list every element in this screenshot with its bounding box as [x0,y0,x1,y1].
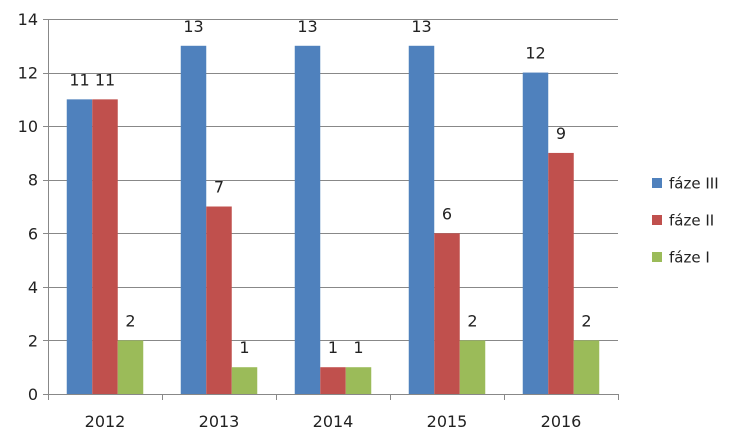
data-label-faze-iii-2016: 12 [525,44,545,63]
bar-faze-iii-2013 [180,45,207,395]
legend-swatch-faze-i [652,252,662,262]
bar-faze-ii-2013 [206,206,232,394]
legend-label-faze-iii: fáze III [669,175,719,193]
y-tick-label-0: 0 [28,385,38,404]
bars [66,45,600,395]
data-label-faze-iii-2012: 11 [69,70,89,89]
y-tick-label-14: 14 [18,10,38,29]
bar-faze-iii-2016 [522,72,549,395]
x-tick-label-2013: 2013 [199,412,240,431]
bar-faze-iii-2012 [66,99,93,394]
y-tick-label-2: 2 [28,331,38,350]
bar-faze-iii-2015 [408,45,435,395]
bar-faze-iii-2014 [294,45,321,395]
x-tick-label-2014: 2014 [313,412,354,431]
data-label-faze-i-2015: 2 [467,311,477,330]
y-tick-label-6: 6 [28,224,38,243]
bar-faze-ii-2012 [92,99,118,394]
y-axis: 0 2 4 6 8 10 12 14 [18,10,49,404]
bar-faze-i-2013 [231,367,258,394]
bar-faze-ii-2015 [434,233,460,394]
x-tick-label-2012: 2012 [85,412,126,431]
data-label-faze-i-2013: 1 [239,338,249,357]
data-label-faze-iii-2015: 13 [411,17,431,36]
data-label-faze-iii-2014: 13 [297,17,317,36]
bar-faze-ii-2016 [548,152,574,394]
y-tick-label-4: 4 [28,278,38,297]
y-tick-label-8: 8 [28,171,38,190]
bar-faze-i-2014 [345,367,372,394]
data-label-faze-i-2012: 2 [125,311,135,330]
data-label-faze-i-2016: 2 [581,311,591,330]
legend-swatch-faze-ii [652,215,662,225]
bar-faze-ii-2014 [320,367,346,394]
legend-label-faze-i: fáze I [669,249,710,267]
data-label-faze-ii-2013: 7 [214,178,224,197]
x-tick-label-2016: 2016 [541,412,582,431]
y-tick-label-12: 12 [18,64,38,83]
data-label-faze-iii-2013: 13 [183,17,203,36]
data-label-faze-ii-2015: 6 [442,204,452,223]
data-label-faze-ii-2016: 9 [556,124,566,143]
data-label-faze-ii-2012: 11 [95,70,115,89]
bar-faze-i-2012 [117,340,144,394]
y-tick-label-10: 10 [18,117,38,136]
legend-swatch-faze-iii [652,178,662,188]
legend-label-faze-ii: fáze II [669,212,714,230]
legend: fáze III fáze II fáze I [652,175,719,267]
data-label-faze-i-2014: 1 [353,338,363,357]
data-label-faze-ii-2014: 1 [328,338,338,357]
x-tick-label-2015: 2015 [427,412,468,431]
x-axis: 2012 2013 2014 2015 2016 [48,394,619,431]
bar-faze-i-2016 [573,340,600,394]
bar-faze-i-2015 [459,340,486,394]
